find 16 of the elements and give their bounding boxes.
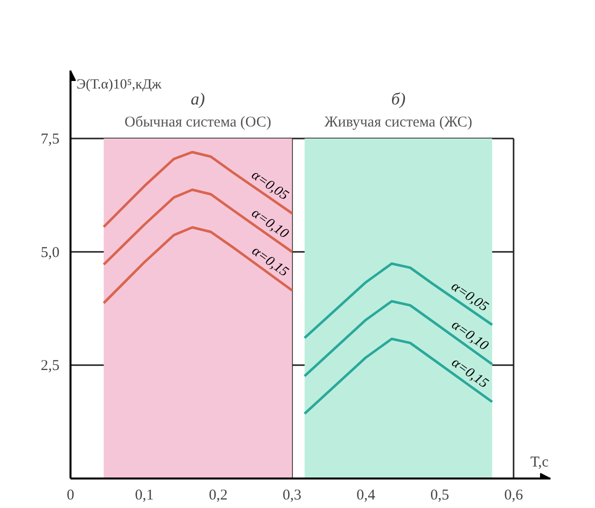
band-label: Живучая система (ЖС) <box>324 114 472 130</box>
y-tick-label: 7,5 <box>40 132 60 148</box>
y-tick-label: 5,0 <box>40 244 60 261</box>
y-axis-title: Э(Т.α)10⁵,кДж <box>76 78 162 92</box>
x-tick-label: 0,2 <box>208 488 228 504</box>
y-tick-label: 2,5 <box>40 358 60 374</box>
x-axis-title: Т,с <box>530 454 549 470</box>
x-tick-label: 0,6 <box>504 488 524 504</box>
annotation: а) <box>190 90 206 108</box>
x-tick-label: 0,5 <box>430 488 450 504</box>
x-tick-label: 0,4 <box>356 488 376 504</box>
band-label: Обычная система (ОС) <box>124 114 272 130</box>
x-tick-label: 0,3 <box>282 488 302 504</box>
x-tick-label: 0 <box>66 488 74 504</box>
annotation: б) <box>391 90 406 108</box>
x-tick-label: 0,1 <box>134 488 154 504</box>
